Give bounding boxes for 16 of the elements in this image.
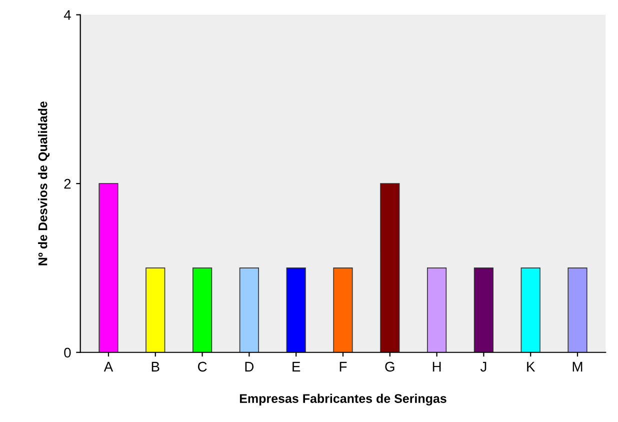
- y-axis-title: Nº de Desvios de Qualidade: [38, 101, 50, 266]
- x-tick-label: C: [198, 362, 207, 372]
- x-tick-label: J: [480, 362, 486, 372]
- x-axis-title: Empresas Fabricantes de Seringas: [240, 394, 446, 406]
- x-tick-label: D: [245, 362, 254, 372]
- x-tick-label: E: [292, 362, 300, 372]
- x-tick-label: M: [572, 362, 582, 372]
- x-tick-label: A: [104, 362, 114, 372]
- x-tick-label: B: [152, 362, 160, 372]
- x-tick-label: K: [527, 362, 536, 372]
- x-tick-label: F: [340, 362, 347, 372]
- x-tick-label: G: [385, 362, 394, 372]
- x-tick-label: H: [432, 362, 441, 372]
- y-tick-label: 4: [64, 10, 71, 20]
- y-tick-label: 2: [64, 178, 71, 189]
- y-tick-label: 0: [64, 348, 71, 358]
